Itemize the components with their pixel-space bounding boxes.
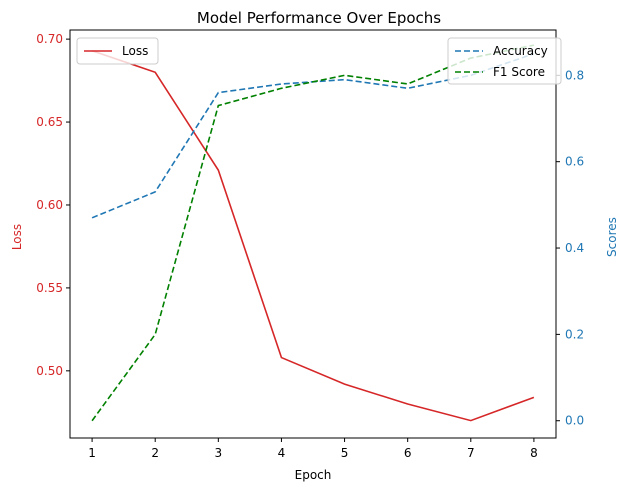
x-axis-ticks: 1 2 3 4 5 6 7 8 [88, 438, 538, 460]
left-axis-label: Loss [10, 224, 24, 250]
legend-left-box [76, 37, 159, 65]
left-tick-label: 0.65 [36, 115, 63, 129]
right-tick-label: 0.6 [565, 155, 584, 169]
series-line-loss [91, 49, 535, 422]
right-tick-label: 0.8 [565, 68, 584, 82]
right-tick-label: 0.0 [565, 414, 584, 428]
x-tick-label: 2 [151, 446, 159, 460]
legend-left: Loss [76, 37, 159, 65]
right-axis-label: Scores [605, 217, 619, 257]
left-tick-label: 0.70 [36, 32, 63, 46]
legend-accuracy-label: Accuracy [493, 44, 548, 58]
chart-title: Model Performance Over Epochs [197, 9, 441, 27]
right-axis-ticks: 0.0 0.2 0.4 0.6 0.8 [556, 68, 584, 428]
right-tick-label: 0.2 [565, 327, 584, 341]
legend-f1-label: F1 Score [493, 65, 545, 79]
x-tick-label: 5 [341, 446, 349, 460]
left-tick-label: 0.50 [36, 364, 63, 378]
x-tick-label: 3 [215, 446, 223, 460]
legend-right: Accuracy F1 Score [447, 37, 562, 85]
left-axis-ticks: 0.50 0.55 0.60 0.65 0.70 [36, 32, 70, 378]
x-tick-label: 1 [88, 446, 96, 460]
x-tick-label: 7 [467, 446, 475, 460]
right-tick-label: 0.4 [565, 241, 584, 255]
x-tick-label: 8 [530, 446, 538, 460]
plot-frame [69, 29, 557, 439]
x-tick-label: 6 [404, 446, 412, 460]
x-axis-label: Epoch [295, 468, 332, 482]
left-tick-label: 0.55 [36, 281, 63, 295]
x-tick-label: 4 [278, 446, 286, 460]
left-tick-label: 0.60 [36, 198, 63, 212]
legend-loss-label: Loss [122, 44, 148, 58]
